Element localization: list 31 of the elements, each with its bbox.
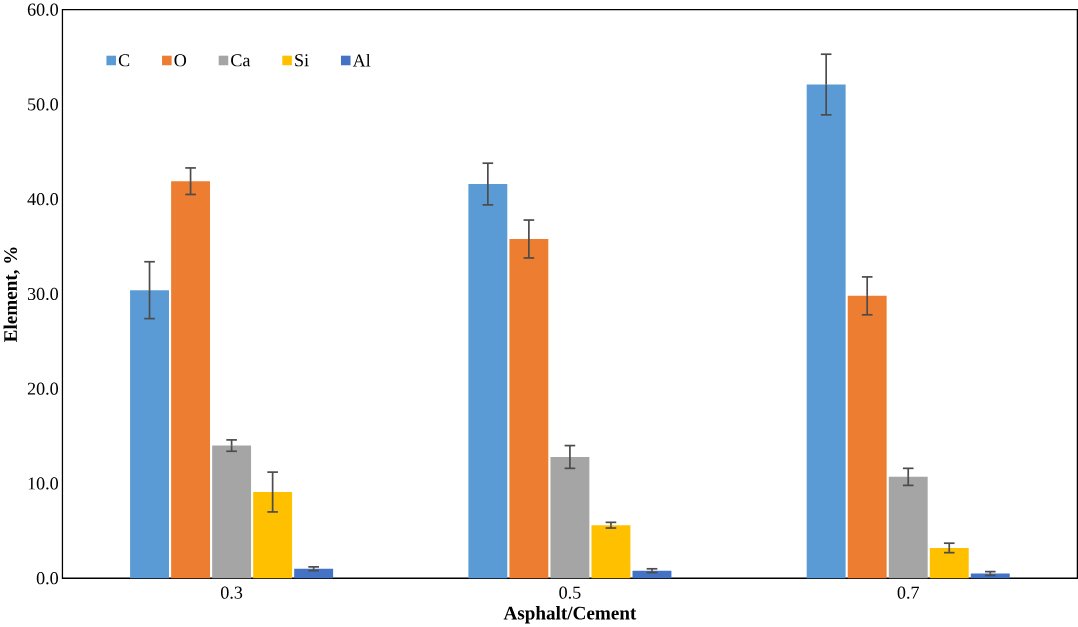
legend-label: Ca <box>231 54 251 67</box>
bar <box>509 239 549 579</box>
bar <box>591 525 631 579</box>
bar <box>468 184 508 579</box>
y-tick-label: 0.0 <box>36 572 59 585</box>
x-tick-label: 0.7 <box>897 586 919 599</box>
y-tick-label: 20.0 <box>27 382 59 395</box>
bar <box>253 492 293 579</box>
bar <box>171 181 211 579</box>
bar <box>212 445 252 579</box>
bar <box>929 547 969 579</box>
y-tick-label: 30.0 <box>27 287 59 301</box>
y-tick-label: 60.0 <box>27 3 59 16</box>
x-tick-label: 0.3 <box>220 586 243 599</box>
bar <box>847 295 887 579</box>
legend-label: C <box>118 54 130 67</box>
legend-label: Si <box>295 54 309 67</box>
y-tick-label: 10.0 <box>28 477 59 490</box>
legend-label: Al <box>352 53 371 67</box>
bar <box>130 290 169 579</box>
bar <box>632 570 672 579</box>
bar <box>806 84 846 579</box>
y-tick-label: 40.0 <box>27 193 59 206</box>
x-tick-label: 0.5 <box>559 586 581 599</box>
bar <box>888 476 928 579</box>
y-axis-title: Element, % <box>3 247 20 342</box>
legend-label: O <box>174 54 187 67</box>
bar <box>550 456 590 579</box>
y-tick-label: 50.0 <box>28 98 59 111</box>
bar <box>294 568 334 579</box>
x-axis-title: Asphalt/Cement <box>503 606 637 624</box>
